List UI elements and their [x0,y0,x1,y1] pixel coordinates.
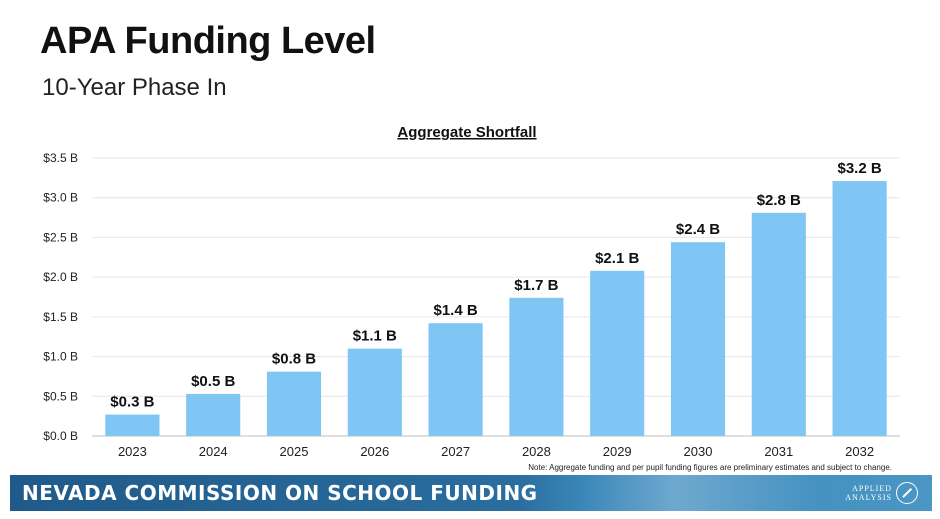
y-tick-label: $3.0 B [43,191,78,205]
x-tick-label: 2030 [684,444,713,459]
bar [428,323,483,436]
x-tick-label: 2023 [118,444,147,459]
bar [186,393,241,436]
page-subtitle: 10-Year Phase In [42,74,227,101]
logo-line-1: APPLIED [852,484,892,493]
x-tick-label: 2027 [441,444,470,459]
data-label: $2.8 B [757,192,801,209]
bar [590,270,645,436]
x-tick-label: 2032 [845,444,874,459]
data-label: $1.4 B [433,302,477,319]
bar [832,181,887,436]
page-title: APA Funding Level [40,20,376,62]
chart-title: Aggregate Shortfall [397,124,536,141]
footer-decoration [580,475,820,511]
logo-line-2: ANALYSIS [845,493,892,502]
footer-banner-text: NEVADA COMMISSION ON SCHOOL FUNDING [22,481,538,505]
bar [347,348,402,436]
y-tick-label: $1.5 B [43,310,78,324]
x-tick-label: 2026 [360,444,389,459]
x-tick-label: 2024 [199,444,228,459]
disclaimer-note: Note: Aggregate funding and per pupil fu… [528,463,892,472]
footer-banner: NEVADA COMMISSION ON SCHOOL FUNDING APPL… [10,475,932,511]
data-label: $2.1 B [595,250,639,267]
x-tick-label: 2028 [522,444,551,459]
data-label: $3.2 B [837,160,881,177]
y-tick-label: $0.5 B [43,389,78,403]
data-label: $2.4 B [676,221,720,238]
data-label: $0.3 B [110,394,154,411]
x-tick-label: 2025 [280,444,309,459]
y-tick-label: $3.5 B [43,151,78,165]
y-tick-label: $2.5 B [43,230,78,244]
data-label: $0.8 B [272,351,316,368]
data-label: $0.5 B [191,373,235,390]
x-tick-label: 2029 [603,444,632,459]
aggregate-shortfall-chart: Aggregate Shortfall $0.0 B $0.5 B $1.0 B $1… [43,124,900,459]
logo-mark-icon [896,482,918,504]
logo-text: APPLIED ANALYSIS [845,484,892,502]
bar [751,212,806,436]
data-label: $1.7 B [514,277,558,294]
y-tick-label: $0.0 B [43,429,78,443]
applied-analysis-logo: APPLIED ANALYSIS [845,481,918,505]
bar [670,242,726,436]
bar [509,297,564,436]
bar [266,371,322,436]
y-tick-label: $1.0 B [43,350,78,364]
bar [105,414,160,436]
x-tick-label: 2031 [764,444,793,459]
data-label: $1.1 B [353,328,397,345]
y-tick-label: $2.0 B [43,270,78,284]
